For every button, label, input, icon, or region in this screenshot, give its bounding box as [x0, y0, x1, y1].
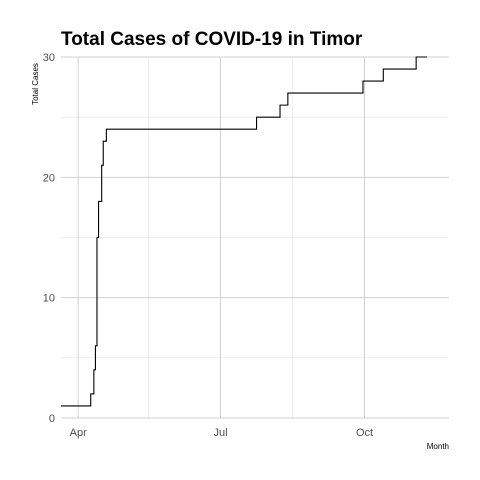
y-tick-label: 10	[43, 293, 55, 305]
y-tick-label: 30	[43, 52, 55, 64]
series-layer	[61, 56, 428, 407]
x-axis-ticks: Apr Jul Oct	[70, 427, 373, 439]
series-line	[61, 56, 428, 407]
x-tick-label: Oct	[356, 427, 373, 439]
x-tick-label: Jul	[214, 427, 228, 439]
y-tick-label: 0	[49, 413, 55, 425]
x-tick-label: Apr	[70, 427, 87, 439]
y-axis-ticks: 0 10 20 30	[43, 52, 55, 425]
y-tick-label: 20	[43, 172, 55, 184]
x-axis-label: Month	[427, 442, 449, 451]
grid	[61, 56, 449, 419]
chart-title: Total Cases of COVID-19 in Timor	[61, 29, 363, 50]
y-axis-label: Total Cases	[31, 63, 40, 105]
